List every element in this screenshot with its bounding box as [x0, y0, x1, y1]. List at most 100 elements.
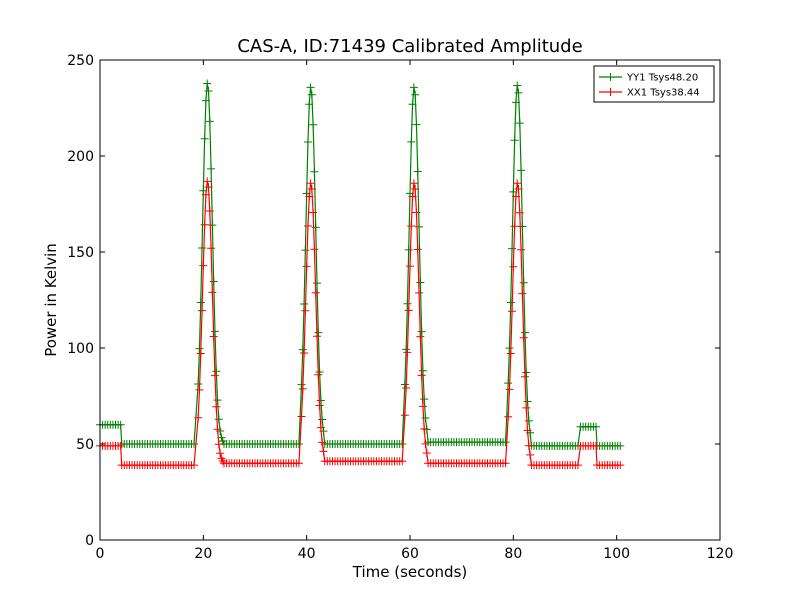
data-point-marker: [210, 327, 219, 336]
data-point-marker: [513, 179, 522, 188]
data-point-marker: [616, 461, 625, 470]
data-point-marker: [298, 345, 307, 354]
data-point-marker: [514, 88, 523, 97]
data-point-marker: [311, 288, 320, 297]
data-point-marker: [514, 185, 523, 194]
data-point-marker: [209, 277, 218, 286]
data-point-marker: [297, 380, 306, 389]
y-tick-label: 0: [85, 533, 94, 549]
data-point-marker: [413, 245, 422, 254]
data-point-marker: [420, 424, 429, 433]
data-point-marker: [404, 306, 413, 315]
data-point-marker: [318, 438, 327, 447]
data-point-marker: [506, 298, 515, 307]
data-point-marker: [504, 379, 513, 388]
data-point-marker: [310, 167, 319, 176]
data-point-marker: [116, 420, 125, 429]
data-point-marker: [314, 328, 323, 337]
data-point-marker: [421, 439, 430, 448]
data-point-marker: [402, 383, 411, 392]
data-point-marker: [214, 440, 223, 449]
data-point-marker: [407, 137, 416, 146]
data-point-marker: [418, 402, 427, 411]
data-point-marker: [198, 244, 207, 253]
data-point-marker: [203, 177, 212, 186]
data-point-marker: [420, 395, 429, 404]
data-point-marker: [213, 425, 222, 434]
data-point-marker: [406, 262, 414, 271]
data-point-marker: [592, 441, 600, 450]
data-point-marker: [205, 117, 214, 126]
data-point-marker: [511, 98, 520, 107]
data-point-marker: [116, 441, 125, 450]
legend-entry-label: YY1 Tsys48.20: [626, 73, 698, 84]
x-axis-label: Time (seconds): [352, 563, 468, 581]
data-point-marker: [403, 299, 412, 308]
data-point-marker: [297, 412, 306, 421]
data-point-marker: [294, 440, 303, 448]
data-point-marker: [415, 288, 424, 297]
data-point-marker: [412, 208, 421, 217]
data-point-marker: [214, 415, 223, 424]
data-point-marker: [201, 96, 210, 105]
data-point-marker: [294, 459, 303, 468]
y-tick-label: 100: [67, 341, 94, 357]
data-point-marker: [200, 220, 209, 229]
data-point-marker: [313, 332, 321, 341]
data-point-marker: [509, 262, 518, 271]
data-point-marker: [508, 307, 517, 316]
series-2: [96, 177, 625, 470]
data-point-marker: [309, 120, 318, 129]
x-tick-label: 40: [298, 546, 316, 562]
data-point-marker: [508, 244, 517, 253]
axis-ticks: 0 20 40 60 80 100 120 0 50 100 150 200 250: [67, 53, 733, 562]
data-point-marker: [307, 185, 316, 193]
data-point-marker: [209, 332, 218, 341]
data-point-marker: [190, 461, 199, 470]
data-point-marker: [592, 422, 600, 431]
data-point-marker: [417, 327, 426, 336]
data-point-marker: [404, 245, 413, 254]
y-tick-label: 250: [67, 53, 94, 69]
chart-title: CAS-A, ID:71439 Calibrated Amplitude: [237, 36, 582, 57]
data-point-marker: [422, 449, 431, 458]
data-point-marker: [518, 289, 527, 298]
data-point-marker: [517, 166, 526, 175]
legend-swatch-marker: [606, 88, 615, 96]
data-point-marker: [412, 120, 421, 129]
data-point-marker: [318, 415, 327, 424]
data-point-marker: [403, 348, 412, 357]
data-point-marker: [411, 90, 420, 99]
data-point-marker: [573, 461, 582, 470]
data-point-marker: [208, 288, 217, 297]
data-point-marker: [407, 221, 416, 230]
data-point-marker: [196, 298, 205, 307]
data-point-marker: [526, 450, 535, 459]
data-point-marker: [421, 413, 430, 422]
data-point-marker: [398, 457, 407, 466]
y-tick-label: 150: [67, 245, 94, 261]
data-point-marker: [510, 222, 519, 231]
data-point-marker: [409, 179, 418, 188]
data-point-marker: [520, 328, 529, 337]
data-point-marker: [204, 86, 213, 95]
data-point-marker: [519, 278, 528, 287]
data-point-marker: [307, 90, 316, 99]
data-point-marker: [519, 333, 528, 342]
data-point-marker: [305, 192, 314, 201]
data-point-marker: [203, 79, 212, 88]
data-point-marker: [212, 367, 221, 376]
data-point-marker: [201, 190, 210, 199]
data-point-marker: [517, 245, 526, 254]
data-point-marker: [207, 164, 216, 173]
data-point-marker: [505, 385, 514, 394]
data-point-marker: [195, 344, 204, 353]
data-point-marker: [522, 368, 531, 377]
x-tick-label: 0: [96, 546, 105, 562]
data-point-marker: [313, 279, 321, 288]
x-tick-label: 60: [401, 546, 419, 562]
data-point-marker: [504, 412, 513, 421]
data-point-marker: [510, 136, 519, 145]
legend: YY1 Tsys48.20 XX1 Tsys38.44: [593, 65, 715, 103]
data-point-marker: [523, 426, 532, 435]
